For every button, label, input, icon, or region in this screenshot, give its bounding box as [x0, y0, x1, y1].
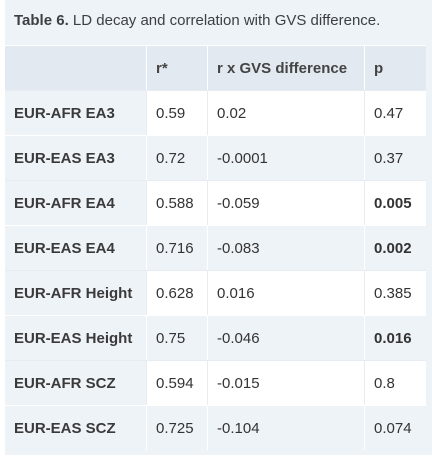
table-row: EUR-AFR EA4 0.588 -0.059 0.005 [5, 180, 426, 225]
row-label: EUR-AFR Height [5, 270, 147, 315]
cell-r-gvs: -0.046 [208, 315, 365, 360]
cell-r-gvs: -0.0001 [208, 135, 365, 180]
table-caption-label: Table 6. [14, 12, 69, 29]
data-table: r* r x GVS difference p EUR-AFR EA3 0.59… [5, 45, 426, 450]
table-row: EUR-AFR SCZ 0.594 -0.015 0.8 [5, 360, 426, 405]
cell-p: 0.47 [365, 90, 426, 135]
cell-r: 0.716 [147, 225, 208, 270]
table-caption: Table 6. LD decay and correlation with G… [5, 0, 432, 45]
table-row: EUR-EAS Height 0.75 -0.046 0.016 [5, 315, 426, 360]
cell-r-gvs: -0.083 [208, 225, 365, 270]
cell-r-gvs: -0.104 [208, 405, 365, 450]
row-label: EUR-EAS EA4 [5, 225, 147, 270]
cell-r: 0.725 [147, 405, 208, 450]
cell-r: 0.72 [147, 135, 208, 180]
table-row: EUR-EAS EA4 0.716 -0.083 0.002 [5, 225, 426, 270]
header-p: p [365, 45, 426, 90]
table-row: EUR-EAS EA3 0.72 -0.0001 0.37 [5, 135, 426, 180]
cell-r: 0.588 [147, 180, 208, 225]
header-row: r* r x GVS difference p [5, 45, 426, 90]
row-label: EUR-EAS Height [5, 315, 147, 360]
cell-p: 0.074 [365, 405, 426, 450]
cell-r: 0.594 [147, 360, 208, 405]
header-r: r* [147, 45, 208, 90]
table-container: Table 6. LD decay and correlation with G… [5, 0, 432, 455]
cell-r-gvs: 0.016 [208, 270, 365, 315]
cell-p: 0.002 [365, 225, 426, 270]
row-label: EUR-AFR SCZ [5, 360, 147, 405]
cell-r-gvs: -0.015 [208, 360, 365, 405]
cell-r: 0.59 [147, 90, 208, 135]
cell-p: 0.8 [365, 360, 426, 405]
cell-p: 0.016 [365, 315, 426, 360]
cell-r: 0.628 [147, 270, 208, 315]
table-row: EUR-AFR Height 0.628 0.016 0.385 [5, 270, 426, 315]
row-label: EUR-AFR EA3 [5, 90, 147, 135]
table-row: EUR-EAS SCZ 0.725 -0.104 0.074 [5, 405, 426, 450]
table-caption-text: LD decay and correlation with GVS differ… [68, 12, 381, 29]
header-r-gvs: r x GVS difference [208, 45, 365, 90]
row-label: EUR-AFR EA4 [5, 180, 147, 225]
cell-r-gvs: -0.059 [208, 180, 365, 225]
cell-r: 0.75 [147, 315, 208, 360]
table-body: EUR-AFR EA3 0.59 0.02 0.47 EUR-EAS EA3 0… [5, 90, 426, 450]
header-corner [5, 45, 147, 90]
cell-p: 0.37 [365, 135, 426, 180]
cell-p: 0.005 [365, 180, 426, 225]
cell-r-gvs: 0.02 [208, 90, 365, 135]
table-row: EUR-AFR EA3 0.59 0.02 0.47 [5, 90, 426, 135]
cell-p: 0.385 [365, 270, 426, 315]
row-label: EUR-EAS EA3 [5, 135, 147, 180]
row-label: EUR-EAS SCZ [5, 405, 147, 450]
